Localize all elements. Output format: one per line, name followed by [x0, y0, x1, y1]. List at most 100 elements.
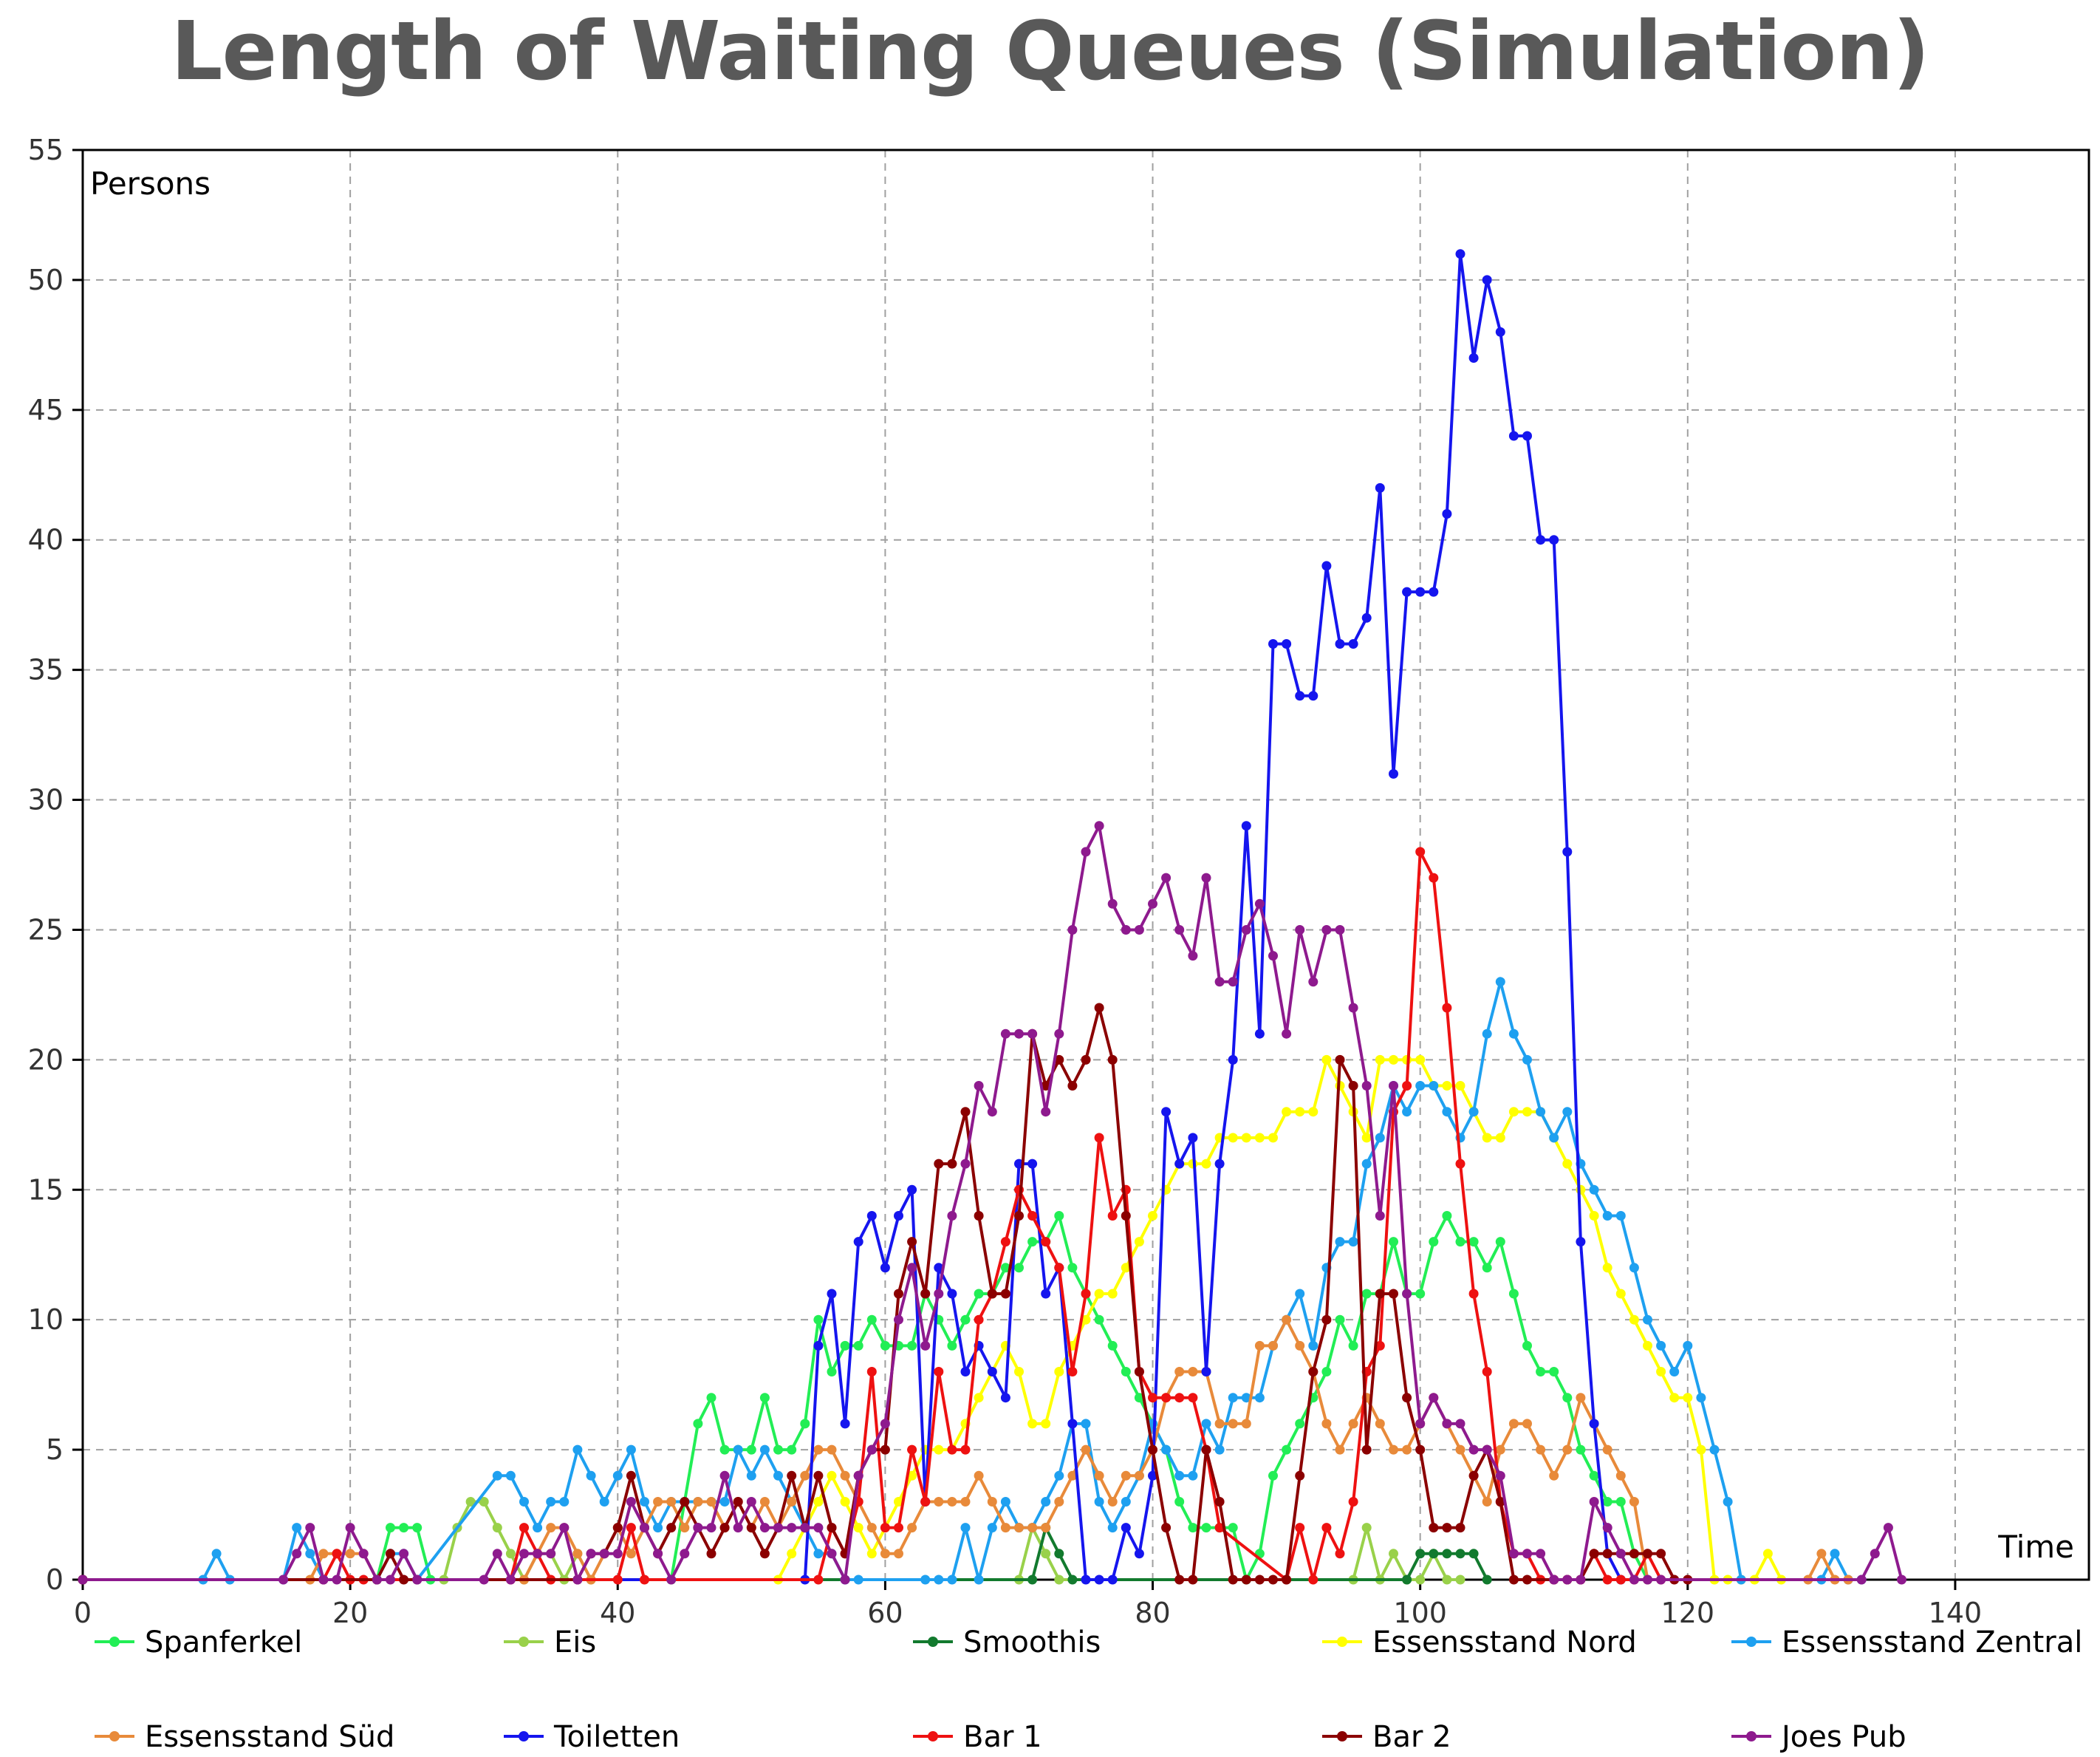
data-point [1067, 1419, 1078, 1429]
data-point [399, 1575, 409, 1585]
data-point [1094, 1497, 1104, 1507]
data-point [680, 1549, 690, 1559]
data-point [813, 1314, 824, 1325]
data-point [1549, 1133, 1559, 1143]
data-point [1308, 1340, 1319, 1351]
x-tick-label: 20 [332, 1597, 368, 1629]
data-point [987, 1289, 997, 1299]
data-point [1335, 1314, 1345, 1325]
data-point [974, 1575, 984, 1585]
data-point [318, 1549, 329, 1559]
data-point [505, 1575, 516, 1585]
data-point [1054, 1211, 1064, 1221]
data-point [1321, 925, 1332, 935]
data-point [1295, 925, 1305, 935]
data-point [1415, 847, 1426, 857]
data-point [1442, 1523, 1452, 1533]
data-point [1161, 1107, 1172, 1117]
data-point [1241, 1133, 1251, 1143]
data-point [894, 1211, 903, 1221]
data-point [1027, 1211, 1038, 1221]
data-point [1054, 1549, 1064, 1559]
data-point [1282, 639, 1292, 649]
data-point [1228, 977, 1238, 987]
data-point [1000, 1393, 1010, 1403]
data-point [759, 1523, 770, 1533]
data-point [853, 1575, 863, 1585]
data-point [1214, 1419, 1225, 1429]
data-point [907, 1523, 917, 1533]
data-point [1214, 1444, 1225, 1455]
data-point [1054, 1367, 1064, 1376]
data-point [1000, 1497, 1010, 1507]
data-point [706, 1523, 716, 1533]
data-point [1228, 1133, 1238, 1143]
x-tick-label: 120 [1661, 1597, 1715, 1629]
data-point [1629, 1549, 1639, 1559]
data-point [1643, 1314, 1652, 1325]
data-point [1361, 1133, 1372, 1143]
data-point [1107, 1289, 1118, 1299]
data-point [1508, 1419, 1519, 1429]
data-point [866, 1444, 877, 1455]
data-point [813, 1549, 824, 1559]
data-point [773, 1470, 783, 1481]
data-point [1429, 1081, 1439, 1091]
series-lines [78, 249, 1906, 1585]
x-tick-label: 0 [74, 1597, 92, 1629]
data-point [1134, 1549, 1144, 1559]
data-point [1228, 1393, 1238, 1403]
legend-marker [1746, 1731, 1757, 1741]
data-point [1214, 1497, 1225, 1507]
data-point [1536, 535, 1546, 545]
data-point [1321, 1054, 1332, 1065]
y-tick-label: 40 [28, 524, 64, 556]
data-point [1656, 1575, 1666, 1585]
x-axis-label: Time [1997, 1529, 2074, 1565]
data-point [1081, 1314, 1091, 1325]
data-point [1228, 1523, 1238, 1533]
data-point [1000, 1263, 1010, 1273]
data-point [706, 1549, 716, 1559]
data-point [332, 1575, 342, 1585]
data-point [1429, 873, 1439, 883]
data-point [1589, 1549, 1599, 1559]
data-point [1201, 1444, 1211, 1455]
data-point [1254, 898, 1265, 909]
legend-marker [928, 1731, 938, 1741]
data-point [974, 1289, 984, 1299]
data-point [1188, 1470, 1198, 1481]
data-point [1468, 1549, 1479, 1559]
data-point [800, 1470, 810, 1481]
data-point [1081, 847, 1091, 857]
data-point [1415, 1054, 1426, 1065]
data-point [1348, 1340, 1358, 1351]
data-point [1268, 1470, 1278, 1481]
legend-label: Eis [554, 1625, 596, 1659]
series-line [83, 1006, 1688, 1581]
data-point [1094, 1289, 1104, 1299]
data-point [1254, 1133, 1265, 1143]
data-point [1041, 1523, 1051, 1533]
data-point [813, 1497, 824, 1507]
data-point [974, 1314, 984, 1325]
data-point [1335, 1237, 1345, 1247]
data-point [465, 1497, 476, 1507]
data-point [719, 1523, 730, 1533]
data-point [1669, 1367, 1680, 1376]
data-point [853, 1340, 863, 1351]
data-point [1107, 1211, 1118, 1221]
data-point [1201, 873, 1211, 883]
data-point [1000, 1028, 1010, 1039]
data-point [1615, 1211, 1626, 1221]
y-tick-label: 45 [28, 394, 64, 426]
data-point [1027, 1575, 1038, 1585]
data-point [546, 1523, 556, 1533]
data-point [1321, 1419, 1332, 1429]
data-point [866, 1314, 877, 1325]
data-point [827, 1523, 837, 1533]
data-point [492, 1523, 502, 1533]
data-point [1455, 1237, 1465, 1247]
data-point [733, 1497, 743, 1507]
data-point [1041, 1289, 1051, 1299]
